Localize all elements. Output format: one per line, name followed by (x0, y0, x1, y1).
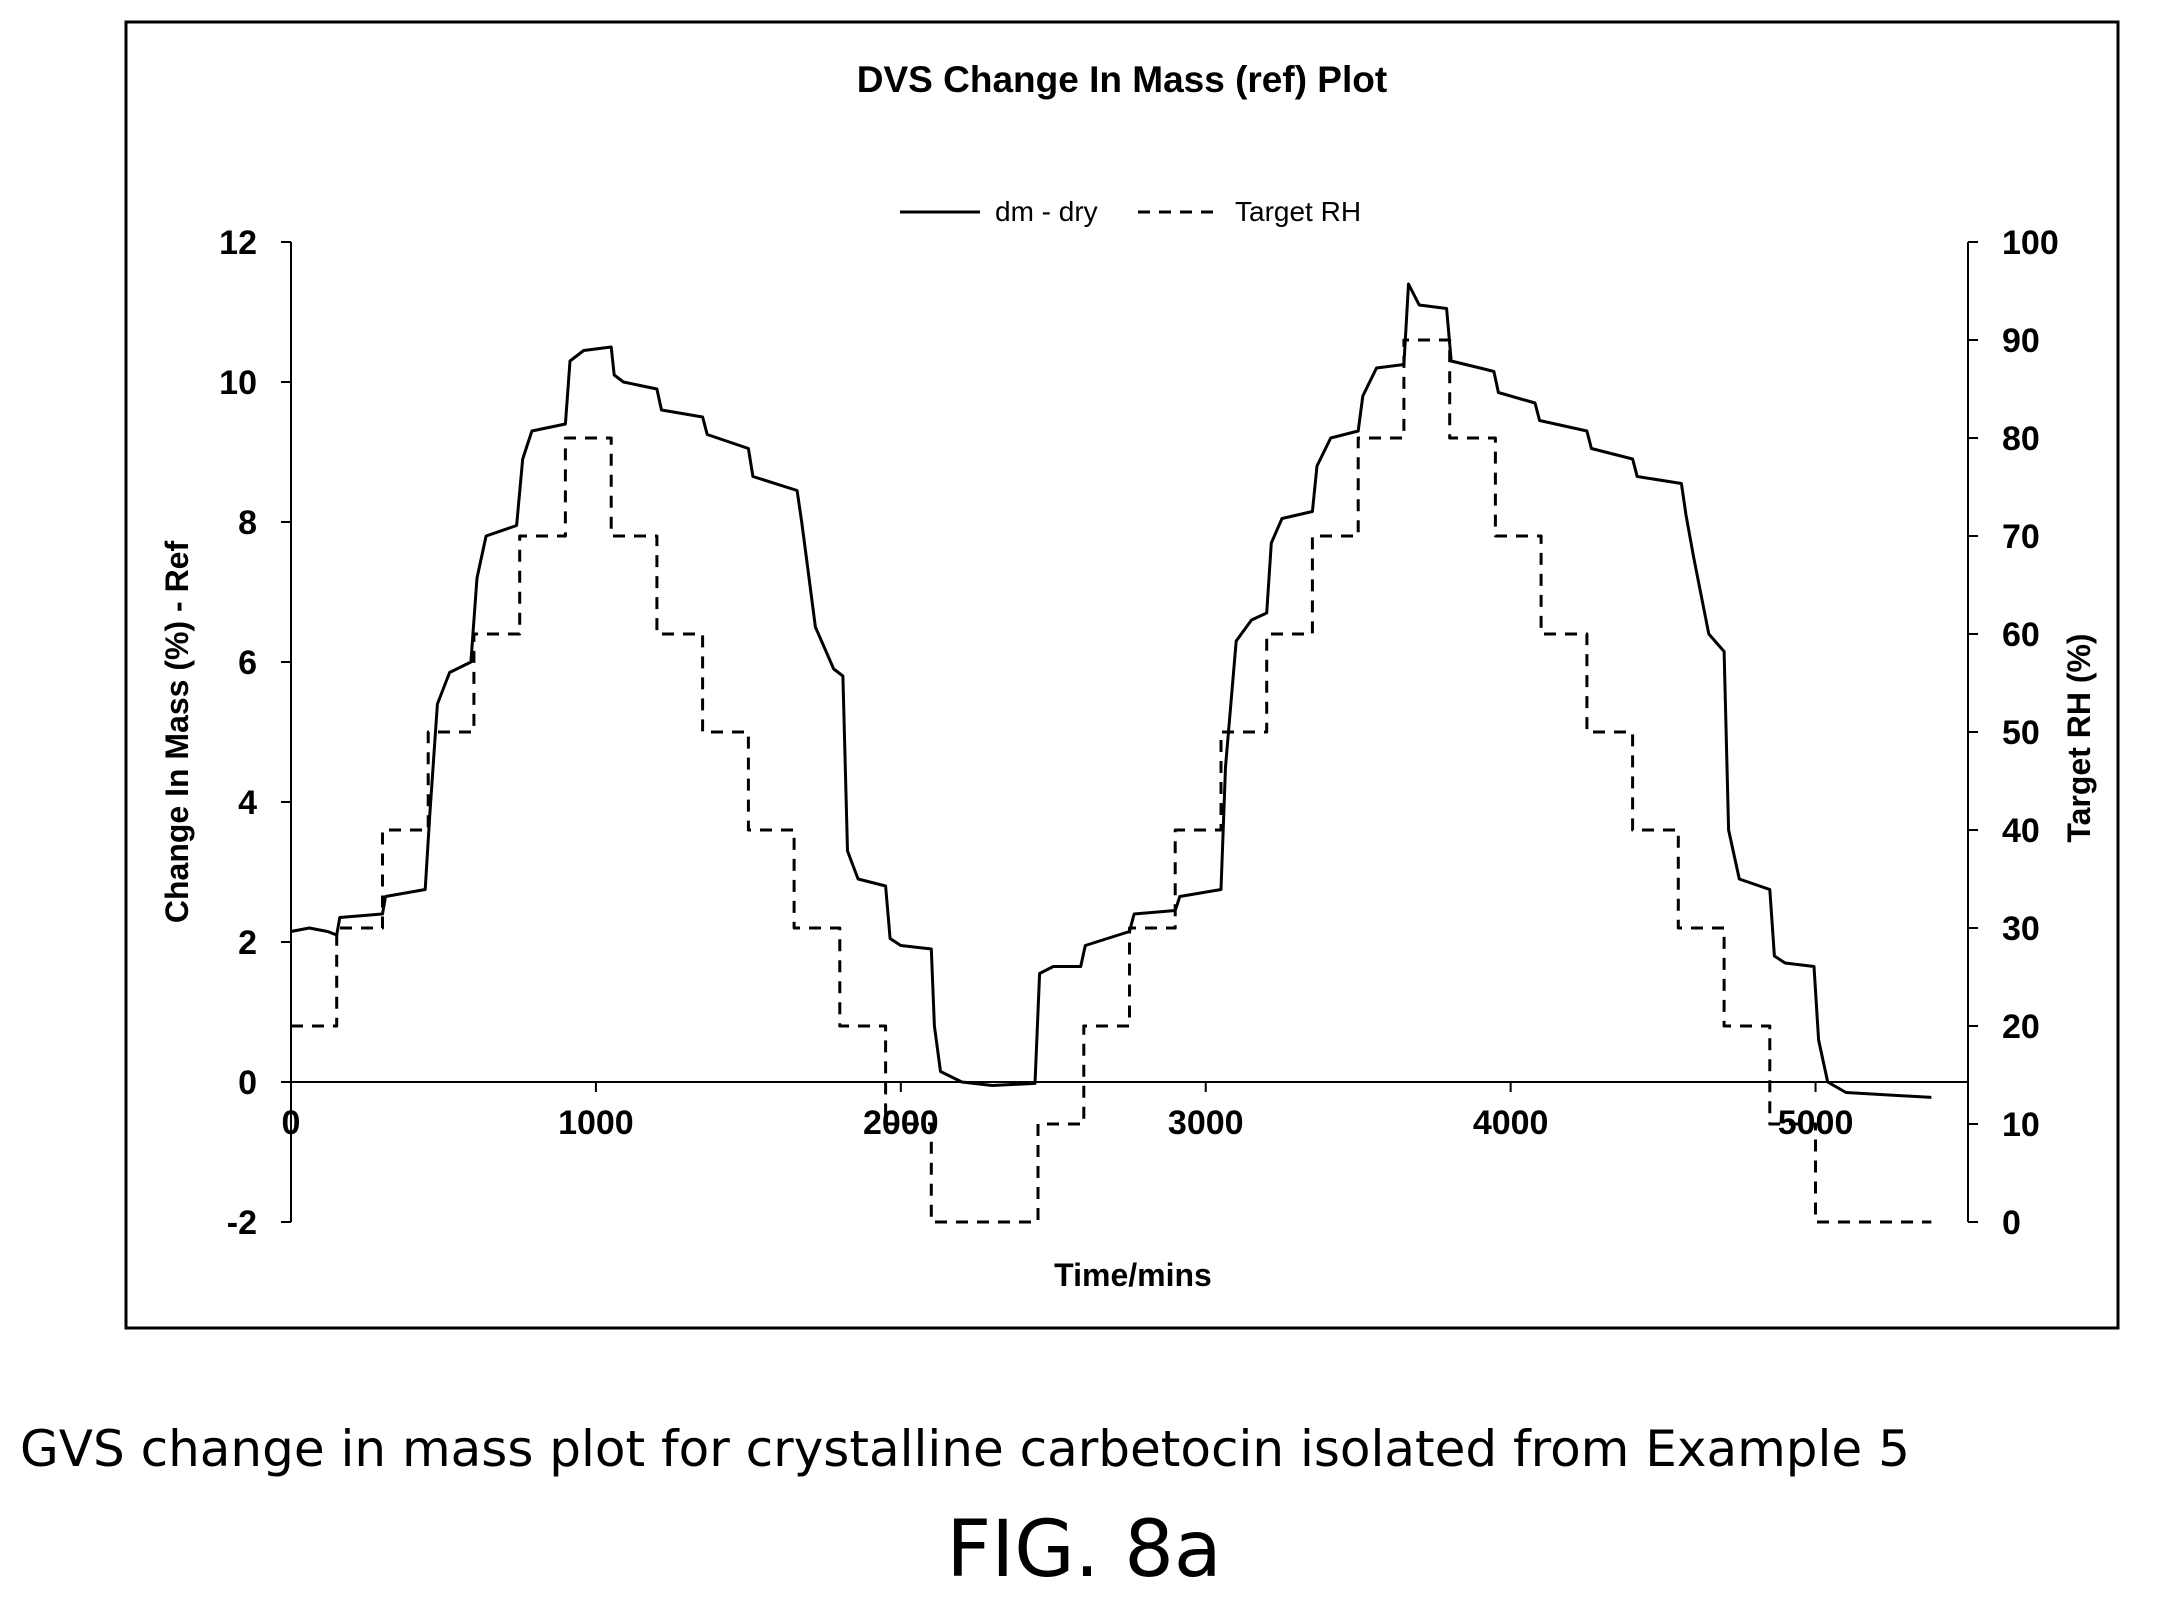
series-layer (290, 282, 1932, 1224)
x-tick-label: 1000 (558, 1104, 634, 1142)
y-left-tick-label: 8 (238, 504, 257, 542)
figure-label: FIG. 8a (946, 1505, 1222, 1595)
y-right-tick-label: 20 (2002, 1008, 2040, 1046)
y-left-tick-label: 0 (238, 1064, 257, 1102)
x-tick-label: 3000 (1168, 1104, 1244, 1142)
x-tick-label: 0 (282, 1104, 301, 1142)
series-line-dm-dry (290, 282, 1932, 1099)
chart-frame (124, 20, 2120, 1330)
legend: dm - dry Target RH (900, 196, 1361, 227)
chart-title: DVS Change In Mass (ref) Plot (857, 59, 1387, 100)
y-left-tick-label: 12 (219, 224, 257, 262)
legend-label-target-rh: Target RH (1235, 196, 1361, 227)
y-right-tick-label: 10 (2002, 1106, 2040, 1144)
legend-label-dm-dry: dm - dry (995, 196, 1098, 227)
y-left-tick-label: 4 (238, 784, 257, 822)
y-left-tick-label: 6 (238, 644, 257, 682)
y-axis-left-label: Change In Mass (%) - Ref (159, 541, 195, 924)
x-axis-label: Time/mins (1054, 1257, 1212, 1293)
figure-caption: GVS change in mass plot for crystalline … (20, 1420, 1910, 1478)
y-left-tick-label: 10 (219, 364, 257, 402)
y-left-tick-label: 2 (238, 924, 257, 962)
y-right-tick-label: 0 (2002, 1204, 2021, 1242)
y-left-tick-label: -2 (227, 1204, 257, 1242)
y-right-tick-label: 70 (2002, 518, 2040, 556)
series-line-target-rh (291, 338, 1932, 1224)
y-right-tick-label: 50 (2002, 714, 2040, 752)
x-tick-label: 2000 (863, 1104, 939, 1142)
y-right-tick-label: 40 (2002, 812, 2040, 850)
y-right-tick-label: 100 (2002, 224, 2059, 262)
y-right-tick-label: 80 (2002, 420, 2040, 458)
y-axis-right-label: Target RH (%) (2061, 633, 2097, 842)
y-right-tick-label: 60 (2002, 616, 2040, 654)
x-tick-label: 4000 (1473, 1104, 1549, 1142)
y-right-tick-label: 90 (2002, 322, 2040, 360)
y-right-tick-label: 30 (2002, 910, 2040, 948)
